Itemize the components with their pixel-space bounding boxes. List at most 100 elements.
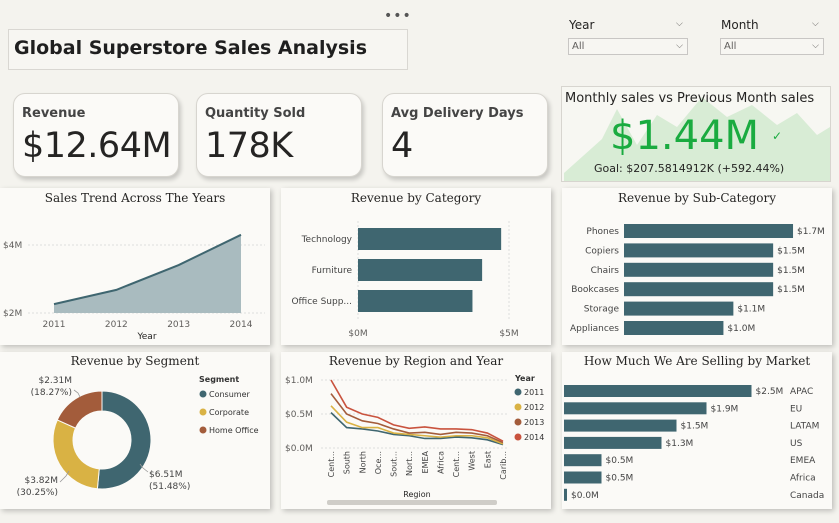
- bar: [624, 282, 774, 297]
- bar: [564, 402, 707, 415]
- data-label: $0.5M: [606, 456, 634, 466]
- category-label: Technology: [301, 235, 353, 245]
- kpi-value: $12.64M: [22, 126, 172, 166]
- sales-trend-chart[interactable]: $2M $4M 2011 2012 2013 2014 Year: [0, 188, 270, 345]
- category-label: Canada: [790, 491, 824, 501]
- chart-title: Revenue by Region and Year: [328, 354, 504, 368]
- x-tick-label: Oce...: [374, 451, 383, 474]
- data-label-percent: (51.48%): [149, 482, 190, 492]
- revenue-region-chart[interactable]: $0.0M $0.5M $1.0M Cent... South North Oce... So…: [281, 352, 551, 509]
- bar: [564, 488, 567, 501]
- kpi-value: 178K: [205, 126, 293, 166]
- category-label: US: [790, 439, 803, 449]
- category-label: Chairs: [591, 266, 620, 276]
- x-tick-label: 2013: [167, 320, 190, 330]
- category-label: LATAM: [790, 422, 819, 432]
- data-label: $1.1M: [737, 305, 765, 315]
- y-tick-label: $2M: [3, 309, 22, 319]
- revenue-subcategory-card: Revenue by Sub-Category Phones $1.7M Copie…: [562, 188, 832, 345]
- chevron-down-icon: ⌵: [812, 41, 819, 51]
- revenue-segment-chart[interactable]: $6.51M (51.48%) $3.82M (30.25%) $2.31M (18.27…: [0, 352, 270, 509]
- y-tick-label: $0.0M: [285, 444, 313, 454]
- kpi-value: 4: [391, 126, 413, 166]
- x-tick-label: 2014: [230, 320, 253, 330]
- month-filter-dropdown[interactable]: All ⌵: [720, 38, 824, 55]
- legend-label: 2013: [524, 418, 544, 427]
- category-label: Storage: [584, 305, 620, 315]
- data-label: $0.5M: [606, 474, 634, 484]
- kpi-card-delivery: Avg Delivery Days 4: [382, 93, 548, 177]
- data-label: $1.0M: [727, 324, 755, 334]
- legend-marker: [514, 433, 522, 441]
- bar: [624, 243, 774, 258]
- donut-slice: [56, 390, 103, 429]
- checkmark-icon: ✓: [772, 129, 783, 143]
- page-title: Global Superstore Sales Analysis: [14, 37, 368, 59]
- data-label: $1.3M: [666, 439, 694, 449]
- y-tick-label: $1.0M: [285, 376, 313, 386]
- bar: [624, 301, 734, 316]
- revenue-segment-card: Revenue by Segment $6.51M (51.48%) $3.82M (…: [0, 352, 270, 509]
- legend-label: 2012: [524, 403, 544, 412]
- data-label: $1.7M: [797, 227, 825, 237]
- chart-title: Revenue by Category: [350, 191, 482, 205]
- chart-title: Sales Trend Across The Years: [44, 191, 226, 205]
- bar: [624, 262, 774, 277]
- revenue-subcategory-chart[interactable]: Phones $1.7M Copiers $1.5M Chairs $1.5M Bookca…: [562, 188, 832, 345]
- bar: [358, 259, 483, 281]
- bar: [358, 228, 502, 250]
- revenue-region-card: Revenue by Region and Year $0.0M $0.5M $1.…: [281, 352, 551, 509]
- legend-label: 2014: [524, 433, 544, 442]
- x-axis-label: Year: [136, 332, 156, 342]
- category-label: Office Supp...: [291, 297, 352, 307]
- leader-line: [73, 389, 81, 398]
- bar: [564, 436, 662, 449]
- x-tick-label: Cent...: [327, 451, 336, 477]
- legend-marker: [514, 388, 522, 396]
- leader-line: [139, 463, 149, 473]
- legend-title: Segment: [199, 375, 239, 384]
- category-label: APAC: [790, 387, 813, 397]
- legend-title: Year: [514, 374, 535, 383]
- month-filter-value: All: [724, 41, 737, 52]
- donut-slice: [96, 390, 152, 490]
- legend-marker: [199, 390, 207, 398]
- x-tick-label: 2012: [105, 320, 128, 330]
- year-filter-label: Year: [569, 18, 595, 32]
- legend-marker: [199, 408, 207, 416]
- monthly-sales-title: Monthly sales vs Previous Month sales: [565, 91, 815, 106]
- series-line: [330, 405, 504, 445]
- selling-market-chart[interactable]: $2.5M APAC $1.9M EU $1.5M LATAM $1.3M US $0.5M EM…: [562, 352, 832, 509]
- chevron-down-icon[interactable]: ⌵: [676, 19, 683, 29]
- chart-title: Revenue by Segment: [70, 354, 200, 368]
- data-label-percent: (30.25%): [17, 488, 58, 498]
- kpi-label: Revenue: [22, 106, 86, 121]
- year-filter-value: All: [572, 41, 585, 52]
- data-label: $1.5M: [777, 266, 805, 276]
- bar: [564, 385, 752, 397]
- data-label-percent: (18.27%): [31, 388, 72, 398]
- chevron-down-icon[interactable]: ⌵: [812, 19, 819, 29]
- more-options-icon[interactable]: •••: [384, 8, 412, 24]
- series-line: [330, 393, 504, 444]
- donut-slice: [52, 419, 100, 490]
- chart-title: How Much We Are Selling by Market: [583, 354, 811, 368]
- bar: [564, 454, 602, 467]
- monthly-trend-background: [564, 97, 830, 181]
- legend-label: Corporate: [209, 408, 249, 417]
- x-tick-label: 2011: [43, 320, 66, 330]
- legend-marker: [514, 418, 522, 426]
- data-label: $2.31M: [38, 376, 72, 386]
- bar: [624, 224, 794, 238]
- chart-title: Revenue by Sub-Category: [617, 191, 777, 205]
- revenue-category-chart[interactable]: Technology Furniture Office Supp... $0M $5M: [281, 188, 551, 345]
- x-tick-label: $0M: [348, 329, 367, 339]
- x-tick-label: Carib...: [499, 451, 508, 480]
- x-tick-label: West: [468, 451, 477, 471]
- category-label: Copiers: [585, 246, 619, 256]
- year-filter-dropdown[interactable]: All ⌵: [568, 38, 688, 55]
- area-fill: [54, 234, 241, 313]
- x-tick-label: North: [358, 451, 367, 473]
- legend-label: 2011: [524, 388, 544, 397]
- kpi-card-revenue: Revenue $12.64M: [13, 93, 179, 177]
